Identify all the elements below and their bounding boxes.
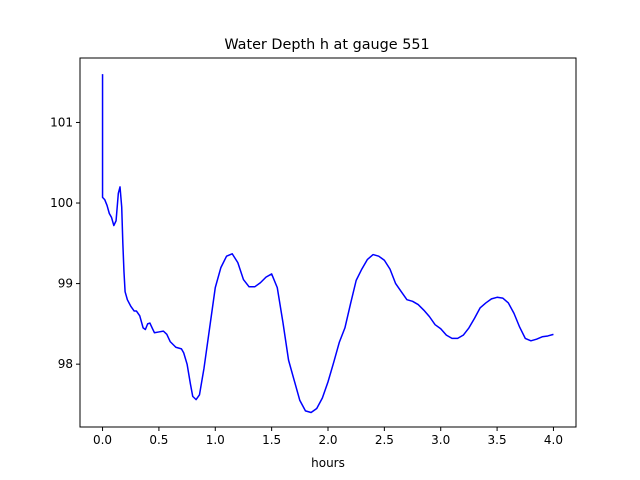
x-axis-label: hours <box>311 456 345 470</box>
x-tick-label: 2.5 <box>375 433 394 447</box>
x-tick-label: 2.0 <box>318 433 337 447</box>
x-tick-label: 0.5 <box>149 433 168 447</box>
x-axis-ticks: 0.0 0.5 1.0 1.5 2.0 2.5 3.0 3.5 4.0 <box>93 427 563 447</box>
plot-area <box>101 74 554 414</box>
y-tick-label: 98 <box>58 357 73 371</box>
series-line <box>101 74 554 414</box>
y-tick-label: 99 <box>58 277 73 291</box>
x-tick-label: 3.5 <box>488 433 507 447</box>
axes-frame <box>79 57 577 428</box>
chart-title: Water Depth h at gauge 551 <box>224 37 429 53</box>
x-tick-label: 1.5 <box>262 433 281 447</box>
x-tick-label: 0.0 <box>93 433 112 447</box>
y-tick-label: 101 <box>50 115 73 129</box>
x-tick-label: 4.0 <box>544 433 563 447</box>
y-axis-ticks: 98 99 100 101 <box>50 115 80 371</box>
y-tick-label: 100 <box>50 196 73 210</box>
x-tick-label: 1.0 <box>206 433 225 447</box>
x-tick-label: 3.0 <box>431 433 450 447</box>
